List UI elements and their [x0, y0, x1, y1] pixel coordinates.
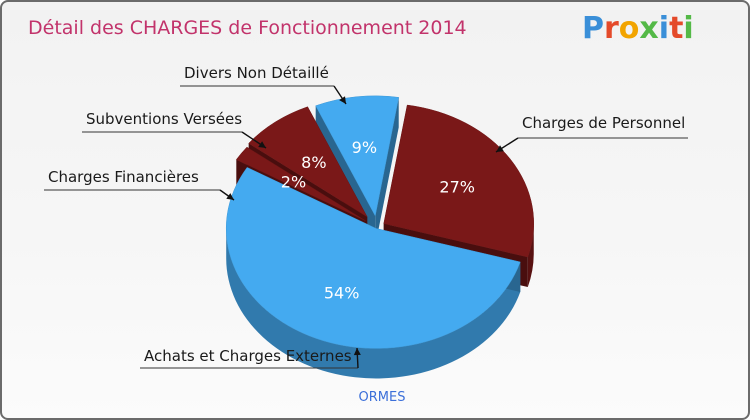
category-label: Charges de Personnel	[522, 114, 685, 132]
logo-letters: Proxiti	[582, 11, 694, 46]
pie-slice	[315, 95, 400, 217]
pie-slice-side	[527, 223, 534, 288]
pie-slice-wall	[375, 97, 399, 246]
leader-arrow	[258, 141, 266, 148]
pie-value-label: 2%	[281, 173, 306, 192]
pie-slice	[235, 146, 366, 221]
pie-value-label: 54%	[324, 283, 360, 302]
pie-value-label: 8%	[301, 153, 326, 172]
pie-value-label: 9%	[352, 138, 377, 157]
category-label: Subventions Versées	[86, 110, 242, 128]
leader-arrow	[226, 193, 234, 200]
pie-callouts: Charges de Personnel Achats et Charges Ex…	[44, 64, 688, 369]
pie-tops	[225, 95, 534, 349]
pie-slice	[248, 106, 368, 218]
category-label: Divers Non Détaillé	[184, 64, 329, 82]
category-label: Achats et Charges Externes	[144, 347, 352, 365]
category-label: Charges Financières	[48, 168, 199, 186]
pie-value-label: 27%	[439, 177, 475, 196]
pie-slice	[383, 104, 534, 258]
chart-subtitle: ORMES	[359, 390, 406, 405]
pie-slice-side	[226, 228, 521, 379]
leader-arrow	[353, 348, 361, 356]
proxiti-logo: Proxiti	[582, 11, 694, 46]
leader-arrow	[496, 145, 504, 152]
leader-arrow	[339, 96, 346, 104]
pie-value-labels: 27% 54% 2%8% 9%	[281, 138, 475, 303]
chart-title: Détail des CHARGES de Fonctionnement 201…	[28, 17, 467, 39]
pie-slice	[225, 167, 521, 349]
